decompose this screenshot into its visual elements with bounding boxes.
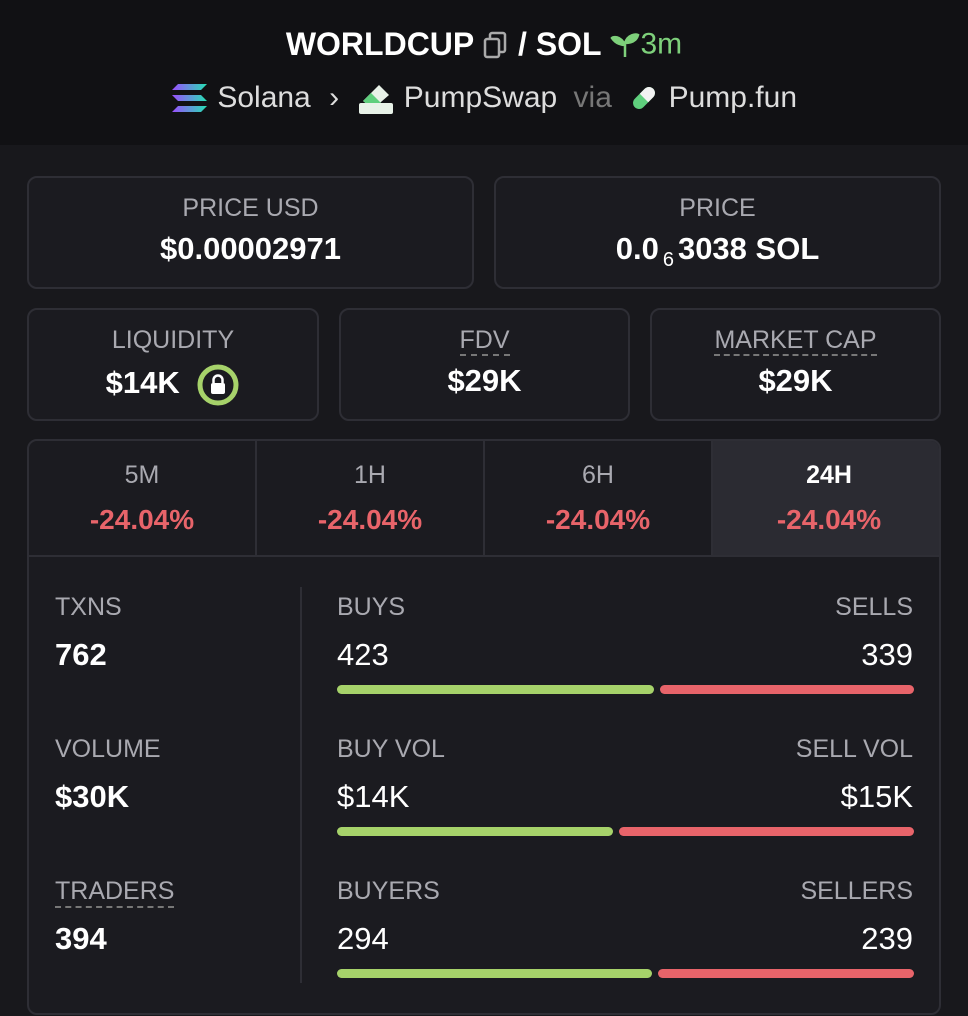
dex-name[interactable]: PumpSwap: [403, 81, 558, 115]
total-value: $30K: [55, 779, 130, 814]
pair-title: WORLDCUP / SOL 3m: [0, 24, 968, 63]
total-label: VOLUME: [55, 735, 161, 763]
sell-bar: [618, 827, 914, 836]
sell-bar: [659, 685, 914, 694]
total-label: TXNS: [55, 593, 122, 621]
timeframe-tab[interactable]: 24H -24.04%: [713, 441, 939, 557]
price-usd-value: $0.00002971: [159, 231, 342, 266]
via-text: via: [573, 81, 612, 115]
pair-age: 3m: [640, 27, 683, 61]
route: Solana › PumpSwap via Pump.fun: [0, 80, 968, 115]
price-label: PRICE: [679, 194, 756, 222]
liquidity-value: $14K: [105, 365, 180, 401]
tab-label: 6H: [582, 461, 614, 489]
sell-label: SELL VOL: [795, 735, 913, 763]
buy-label: BUYS: [337, 593, 406, 621]
sell-value: 339: [861, 637, 913, 672]
sell-value: 239: [861, 921, 913, 956]
timeframe-tab[interactable]: 6H -24.04%: [485, 441, 713, 557]
fdv-card: FDV $29K: [339, 308, 630, 421]
sell-value: $15K: [840, 779, 913, 814]
fdv-value: $29K: [447, 363, 522, 398]
liquidity-card: LIQUIDITY $14K: [27, 308, 319, 421]
pumpswap-logo: [359, 85, 394, 115]
market-cap-card: MARKET CAP $29K: [650, 308, 941, 421]
header: [0, 0, 968, 145]
price-zeros: 6: [662, 249, 674, 272]
tab-label: 24H: [806, 461, 852, 489]
quote-token: SOL: [535, 26, 602, 63]
timeframe-tab[interactable]: 5M -24.04%: [29, 441, 257, 557]
copy-icon[interactable]: [483, 30, 509, 60]
liquidity-row: $14K: [29, 363, 317, 407]
fdv-label[interactable]: FDV: [459, 326, 510, 356]
pair-slash: /: [518, 26, 527, 63]
buy-label: BUYERS: [337, 877, 440, 905]
sell-label: SELLS: [835, 593, 913, 621]
price-lead: 0.0: [615, 231, 659, 266]
tab-change: -24.04%: [317, 504, 423, 535]
price-value: 0.0 6 3038 SOL: [496, 231, 939, 272]
lock-icon[interactable]: [196, 363, 240, 407]
tab-label: 5M: [124, 461, 160, 489]
market-cap-value: $29K: [758, 363, 833, 398]
market-cap-label[interactable]: MARKET CAP: [714, 326, 877, 356]
launchpad-name[interactable]: Pump.fun: [668, 81, 798, 115]
sell-bar: [657, 969, 914, 978]
total-value: 762: [55, 637, 107, 672]
liquidity-label: LIQUIDITY: [111, 326, 235, 354]
sprout-icon: [610, 32, 640, 57]
sell-label: SELLERS: [800, 877, 913, 905]
price-card: PRICE 0.0 6 3038 SOL: [494, 176, 941, 289]
price-tail: 3038 SOL: [677, 231, 820, 266]
buy-bar: [337, 685, 654, 694]
buy-value: $14K: [337, 779, 410, 814]
base-token: WORLDCUP: [285, 26, 475, 63]
divider: [300, 587, 302, 983]
tab-label: 1H: [354, 461, 386, 489]
solana-logo: [171, 84, 207, 113]
buy-bar: [337, 827, 613, 836]
tab-change: -24.04%: [89, 504, 195, 535]
tab-change: -24.04%: [776, 504, 882, 535]
total-value: 394: [55, 921, 107, 956]
timeframe-tab[interactable]: 1H -24.04%: [257, 441, 485, 557]
price-usd-label: PRICE USD: [182, 194, 319, 222]
price-usd-card: PRICE USD $0.00002971: [27, 176, 474, 289]
pumpfun-logo: [633, 87, 656, 110]
buy-label: BUY VOL: [337, 735, 445, 763]
buy-value: 294: [337, 921, 389, 956]
chevron: ›: [329, 81, 340, 115]
tab-change: -24.04%: [545, 504, 651, 535]
total-label[interactable]: TRADERS: [55, 877, 175, 908]
buy-bar: [337, 969, 652, 978]
stats-panel: 5M -24.04% 1H -24.04% 6H -24.04% 24H -24.04% TXN…: [27, 439, 941, 1015]
buy-value: 423: [337, 637, 389, 672]
chain-name[interactable]: Solana: [217, 81, 311, 115]
